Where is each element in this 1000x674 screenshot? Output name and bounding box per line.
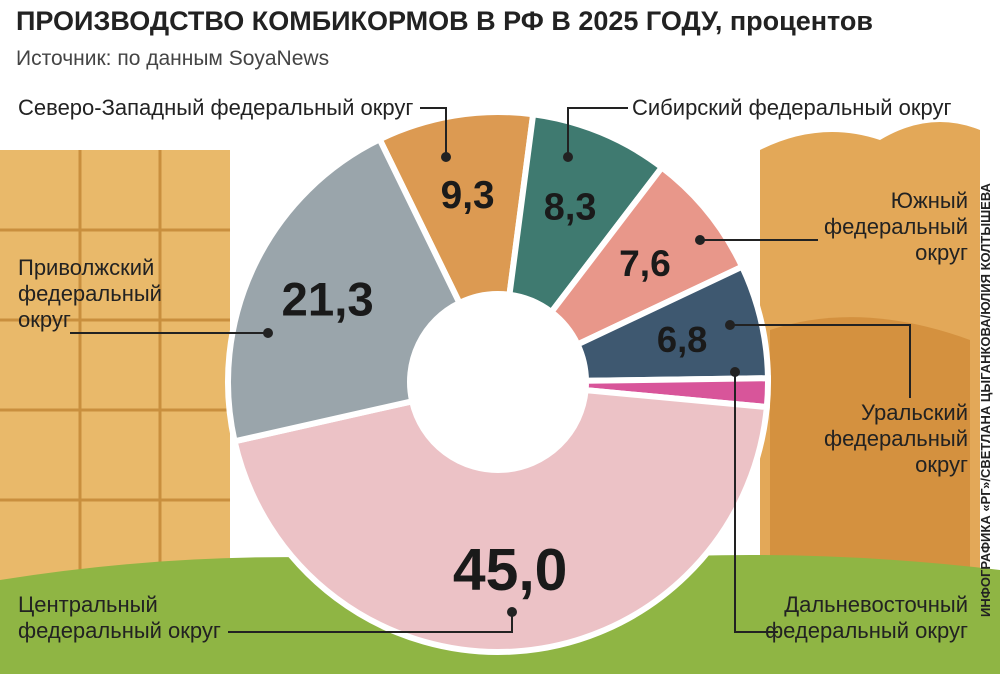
- value-label: 9,3: [441, 174, 495, 217]
- category-label: Сибирский федеральный округ: [632, 95, 952, 120]
- value-label: 21,3: [282, 274, 374, 327]
- category-label: Центральный федеральный округ: [18, 592, 221, 643]
- slice: [230, 386, 771, 655]
- slice: [225, 135, 464, 445]
- value-label: 6,8: [657, 319, 708, 360]
- chart-subtitle: Источник: по данным SoyaNews: [16, 47, 330, 70]
- hay-bales: [0, 150, 230, 590]
- category-label: Уральский федеральный округ: [824, 400, 968, 477]
- leader-lines: [70, 107, 911, 633]
- category-label: Дальневосточный федеральный округ: [765, 592, 968, 643]
- credit: ИНФОГРАФИКА «РГ»/СВЕТЛАНА ЦЫГАНКОВА/ЮЛИЯ…: [978, 182, 993, 617]
- category-label: Северо-Западный федеральный округ: [18, 95, 414, 120]
- hay-pile-shade: [770, 317, 970, 600]
- slice: [375, 109, 537, 307]
- category-label: Южный федеральный округ: [824, 188, 968, 265]
- chart-title: ПРОИЗВОДСТВО КОМБИКОРМОВ В РФ В 2025 ГОД…: [16, 6, 873, 36]
- value-label: 7,6: [619, 242, 671, 284]
- bale-lines: [0, 150, 230, 590]
- value-label: 45,0: [453, 538, 568, 603]
- donut: 9,38,37,66,81,745,021,3: [225, 109, 772, 655]
- category-label: Приволжский федеральный округ: [18, 255, 162, 332]
- value-label: 8,3: [544, 186, 597, 228]
